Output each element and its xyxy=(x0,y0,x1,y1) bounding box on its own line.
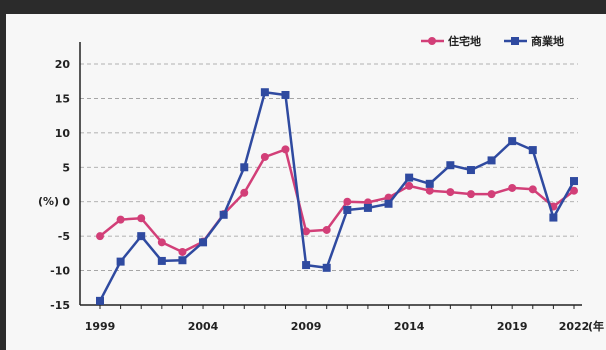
chart-panel xyxy=(0,14,606,350)
x-tick-label: 1999 xyxy=(85,320,116,333)
series-commercial xyxy=(96,88,578,305)
y-tick-label: -5 xyxy=(58,230,70,243)
series-line xyxy=(98,90,576,302)
data-point xyxy=(384,199,393,208)
data-point xyxy=(199,238,208,247)
data-point xyxy=(302,261,311,270)
data-point xyxy=(363,203,372,212)
data-point xyxy=(322,225,331,234)
data-point xyxy=(487,156,496,165)
y-tick-labels: 20 15 10 5 0 -5 -10 -15 xyxy=(50,58,70,312)
legend: 住宅地 商業地 xyxy=(421,34,564,48)
data-point xyxy=(549,213,558,222)
data-series xyxy=(96,88,578,305)
legend-marker-commercial xyxy=(511,37,519,45)
data-point xyxy=(219,210,228,219)
x-tick-labels: 1999 2004 2009 2014 2019 2022 xyxy=(85,320,590,333)
data-point xyxy=(425,179,434,188)
top-border-bar xyxy=(0,0,606,14)
data-point xyxy=(446,188,455,197)
data-point xyxy=(508,137,517,146)
data-point xyxy=(343,205,352,214)
data-point xyxy=(178,247,187,256)
y-tick-label: -15 xyxy=(50,299,70,312)
x-tick-label: 2019 xyxy=(497,320,528,333)
legend-label-residential: 住宅地 xyxy=(448,34,481,48)
axes xyxy=(79,42,582,309)
data-point xyxy=(487,190,496,199)
data-point xyxy=(425,186,434,195)
data-point xyxy=(466,190,475,199)
data-point xyxy=(260,88,269,97)
data-point xyxy=(260,152,269,161)
x-tick-label: 2009 xyxy=(291,320,322,333)
data-point xyxy=(508,183,517,192)
data-point xyxy=(240,163,249,172)
x-tick-label: 2022 xyxy=(559,320,590,333)
data-point xyxy=(116,257,125,266)
data-point xyxy=(343,197,352,206)
data-point xyxy=(137,232,146,241)
y-axis-label: (%) xyxy=(38,195,59,208)
legend-label-commercial: 商業地 xyxy=(531,34,564,48)
data-point xyxy=(405,173,414,182)
x-axis-unit-label: (年 xyxy=(588,319,604,333)
data-point xyxy=(405,181,414,190)
data-point xyxy=(157,238,166,247)
legend-marker-residential xyxy=(428,37,436,45)
data-point xyxy=(281,90,290,99)
data-point xyxy=(446,161,455,170)
x-tick-label: 2004 xyxy=(188,320,219,333)
data-point xyxy=(116,215,125,224)
data-point xyxy=(281,145,290,154)
y-tick-label: 20 xyxy=(55,58,71,71)
y-tick-label: 15 xyxy=(55,92,70,105)
y-tick-label: 10 xyxy=(55,127,71,140)
data-point xyxy=(302,227,311,236)
y-tick-label: 5 xyxy=(62,161,70,174)
data-point xyxy=(157,256,166,265)
data-point xyxy=(322,263,331,272)
x-tick-label: 2014 xyxy=(394,320,425,333)
data-point xyxy=(466,166,475,175)
data-point xyxy=(528,146,537,155)
gridlines xyxy=(80,63,578,271)
data-point xyxy=(240,188,249,197)
data-point xyxy=(528,185,537,194)
data-point xyxy=(570,177,578,186)
y-tick-label: -10 xyxy=(50,265,70,278)
data-point xyxy=(178,256,187,265)
data-point xyxy=(96,232,104,241)
data-point xyxy=(96,296,104,305)
y-tick-label: 0 xyxy=(62,196,70,209)
data-point xyxy=(570,186,578,195)
data-point xyxy=(137,214,146,223)
